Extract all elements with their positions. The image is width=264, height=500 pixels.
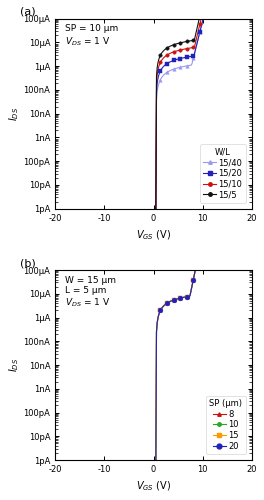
Legend: 8, 10, 15, 20: 8, 10, 15, 20 [206, 396, 246, 454]
Legend: 15/40, 15/20, 15/10, 15/5: 15/40, 15/20, 15/10, 15/5 [200, 144, 246, 203]
Y-axis label: $I_{DS}$: $I_{DS}$ [7, 106, 21, 121]
Text: SP = 10 μm
$V_{DS}$ = 1 V: SP = 10 μm $V_{DS}$ = 1 V [65, 24, 118, 48]
X-axis label: $V_{GS}$ (V): $V_{GS}$ (V) [136, 228, 171, 241]
Text: (a): (a) [20, 7, 35, 17]
Text: (b): (b) [20, 258, 36, 268]
X-axis label: $V_{GS}$ (V): $V_{GS}$ (V) [136, 480, 171, 493]
Text: W = 15 μm
L = 5 μm
$V_{DS}$ = 1 V: W = 15 μm L = 5 μm $V_{DS}$ = 1 V [65, 276, 116, 310]
Y-axis label: $I_{DS}$: $I_{DS}$ [7, 358, 21, 372]
